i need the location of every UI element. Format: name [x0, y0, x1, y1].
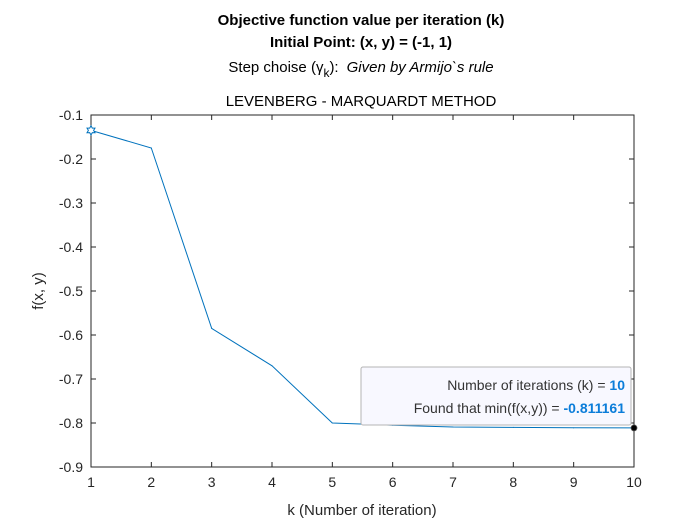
chart-title-line-2: Initial Point: (x, y) = (-1, 1): [270, 34, 452, 51]
end-point-marker[interactable]: [630, 424, 638, 432]
x-axis-ticks: 1 2 3 4 5 6 7 8 9 10: [87, 115, 642, 490]
chart-title-line-1: Objective function value per iteration (…: [218, 12, 505, 29]
series-point: [211, 327, 213, 329]
x-tick-label: 10: [626, 474, 642, 490]
y-axis-ticks: -0.1 -0.2 -0.3 -0.4 -0.5 -0.6 -0.7 -0.8 -0.9: [59, 107, 634, 475]
gamma-subscript: k: [323, 66, 330, 80]
marker-layer: [86, 124, 638, 432]
y-tick-label: -0.7: [59, 371, 83, 387]
x-tick-label: 8: [509, 474, 517, 490]
y-tick-label: -0.9: [59, 459, 83, 475]
x-tick-label: 6: [389, 474, 397, 490]
series-point: [452, 426, 454, 428]
chart-title-line-3: Step choise (γk): Given by Armijo`s rule: [228, 59, 493, 80]
x-tick-label: 2: [147, 474, 155, 490]
series-point: [331, 422, 333, 424]
y-axis-label: f(x, y): [30, 272, 47, 310]
y-tick-label: -0.6: [59, 327, 83, 343]
datatip-min-label: Found that min(f(x,y)) =: [414, 400, 564, 416]
y-tick-label: -0.4: [59, 239, 83, 255]
y-tick-label: -0.1: [59, 107, 83, 123]
series-point: [512, 426, 514, 428]
datatip[interactable]: Number of iterations (k) = 10 Found that…: [360, 366, 632, 426]
series-point: [150, 147, 152, 149]
y-tick-label: -0.2: [59, 151, 83, 167]
x-tick-label: 7: [449, 474, 457, 490]
datatip-iterations-label: Number of iterations (k) =: [447, 377, 609, 393]
step-choice-suffix: ):: [329, 59, 338, 76]
step-choice-prefix: Step choise (: [228, 59, 316, 76]
chart-title-line-4: LEVENBERG - MARQUARDT METHOD: [226, 93, 497, 110]
y-tick-label: -0.8: [59, 415, 83, 431]
gamma-symbol: γ: [316, 59, 324, 76]
datatip-min-value: -0.811161: [563, 400, 625, 416]
series-point: [271, 365, 273, 367]
datatip-box: [360, 366, 632, 426]
datatip-line-2: Found that min(f(x,y)) = -0.811161: [414, 400, 626, 416]
x-tick-label: 3: [208, 474, 216, 490]
start-hexagram-marker: [86, 124, 96, 137]
x-axis-label: k (Number of iteration): [287, 502, 436, 519]
x-tick-label: 4: [268, 474, 276, 490]
datatip-iterations-value: 10: [609, 377, 625, 393]
series-point: [573, 427, 575, 429]
x-tick-label: 1: [87, 474, 95, 490]
y-tick-label: -0.5: [59, 283, 83, 299]
step-choice-rule: Given by Armijo`s rule: [347, 59, 494, 76]
y-tick-label: -0.3: [59, 195, 83, 211]
datatip-line-1: Number of iterations (k) = 10: [447, 377, 625, 393]
x-tick-label: 5: [328, 474, 336, 490]
x-tick-label: 9: [570, 474, 578, 490]
